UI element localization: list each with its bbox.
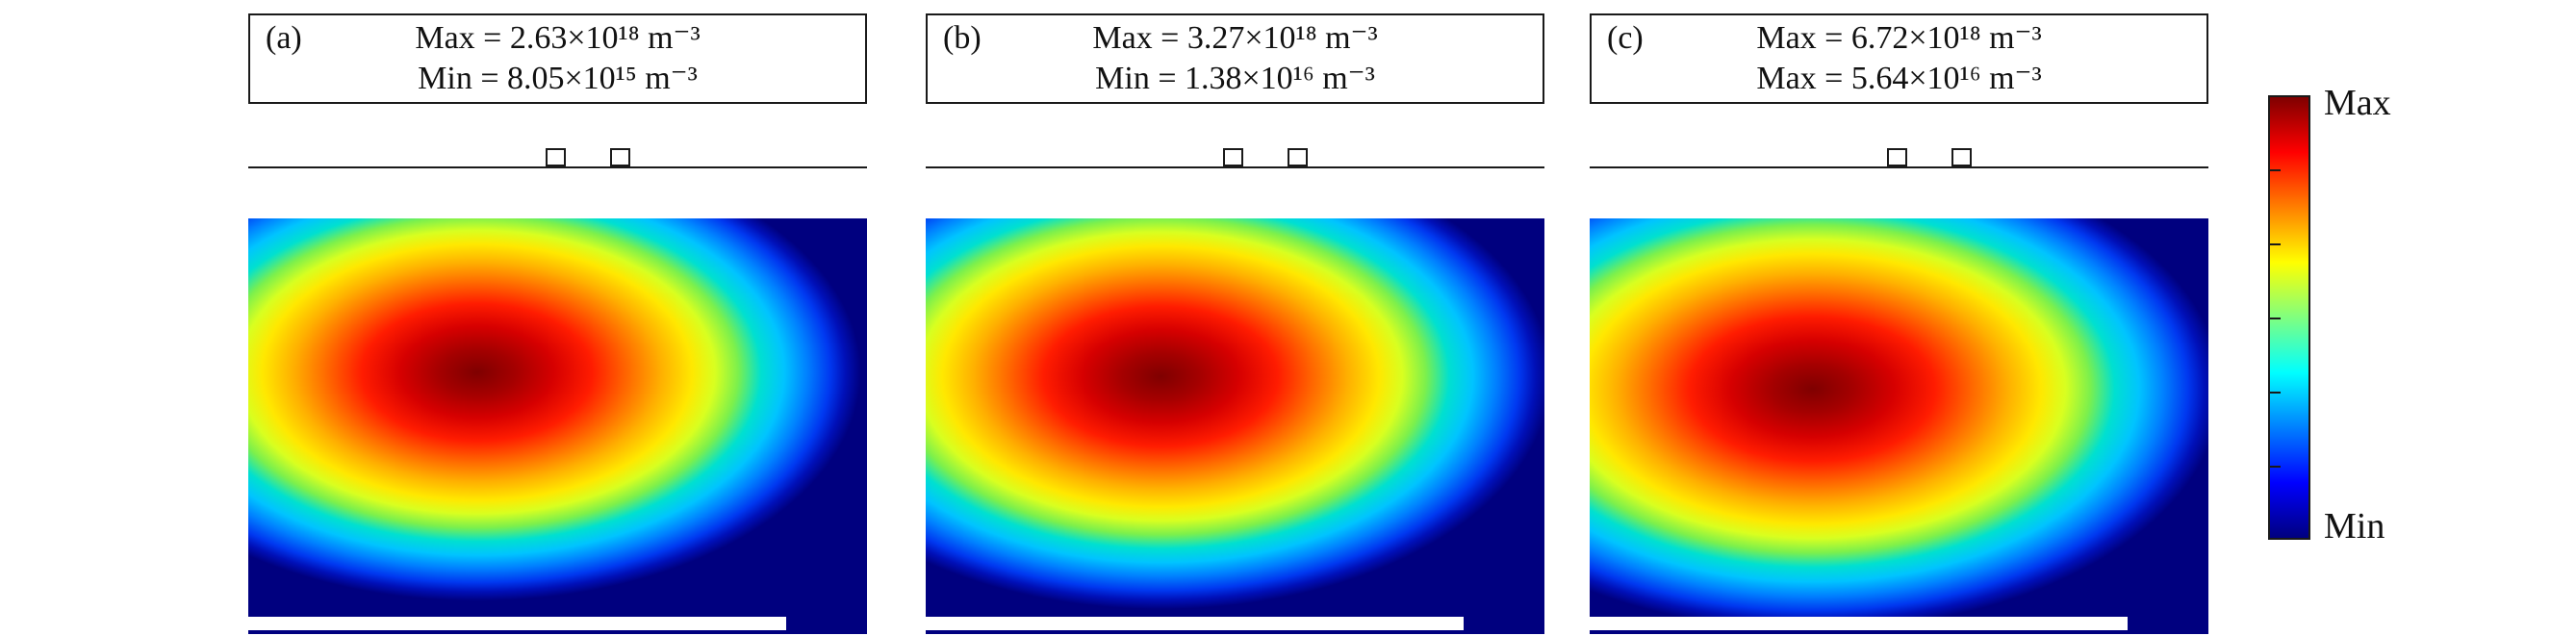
- panel-b-min-line: Min = 1.38×10¹⁶ m⁻³: [1095, 61, 1375, 96]
- colorbar-tick: [2270, 392, 2281, 394]
- panel-c-density-heatmap: [1590, 218, 2208, 634]
- panel-c-min-line: Max = 5.64×10¹⁶ m⁻³: [1756, 61, 2042, 96]
- panel-b-max-line: Max = 3.27×10¹⁸ m⁻³: [1092, 20, 1378, 56]
- panel-a-electrode-1: [545, 148, 566, 166]
- panel-a-max-line: Max = 2.63×10¹⁸ m⁻³: [415, 20, 701, 56]
- colorbar-gradient: [2268, 95, 2310, 540]
- colorbar: Max Min: [2268, 84, 2461, 546]
- panel-c-substrate-bar: [1590, 617, 2129, 630]
- colorbar-max-label: Max: [2324, 83, 2391, 123]
- panel-b-spacer: [926, 168, 1544, 218]
- panel-c-electrode-1: [1886, 148, 1907, 166]
- panel-a-substrate-bar: [248, 617, 787, 630]
- panel-c-electrode-2: [1951, 148, 1973, 166]
- panel-c-stats-box: (c) Max = 6.72×10¹⁸ m⁻³ Max = 5.64×10¹⁶ …: [1590, 13, 2208, 104]
- panel-a: (a) Max = 2.63×10¹⁸ m⁻³ Min = 8.05×10¹⁵ …: [248, 13, 867, 634]
- panel-b-substrate-bar: [926, 617, 1465, 630]
- panel-b-wall-line: [926, 104, 1544, 168]
- colorbar-tick: [2270, 243, 2281, 245]
- colorbar-tick: [2270, 466, 2281, 468]
- colorbar-tick: [2270, 169, 2281, 171]
- panel-c-wall-line: [1590, 104, 2208, 168]
- panel-a-min-line: Min = 8.05×10¹⁵ m⁻³: [418, 61, 698, 96]
- panel-a-electrode-2: [610, 148, 631, 166]
- panel-a-wall-line: [248, 104, 867, 168]
- panel-a-density-heatmap: [248, 218, 867, 634]
- panel-b-stats-box: (b) Max = 3.27×10¹⁸ m⁻³ Min = 1.38×10¹⁶ …: [926, 13, 1544, 104]
- panel-b-density-heatmap: [926, 218, 1544, 634]
- panel-c-max-line: Max = 6.72×10¹⁸ m⁻³: [1756, 20, 2042, 56]
- panel-c: (c) Max = 6.72×10¹⁸ m⁻³ Max = 5.64×10¹⁶ …: [1590, 13, 2208, 634]
- panel-a-label: (a): [266, 20, 302, 56]
- panel-b: (b) Max = 3.27×10¹⁸ m⁻³ Min = 1.38×10¹⁶ …: [926, 13, 1544, 634]
- panel-a-stats-box: (a) Max = 2.63×10¹⁸ m⁻³ Min = 8.05×10¹⁵ …: [248, 13, 867, 104]
- panel-b-electrode-2: [1288, 148, 1309, 166]
- colorbar-min-label: Min: [2324, 506, 2385, 547]
- panel-b-label: (b): [943, 20, 982, 56]
- panel-a-spacer: [248, 168, 867, 218]
- panel-c-label: (c): [1607, 20, 1644, 56]
- panel-c-spacer: [1590, 168, 2208, 218]
- colorbar-tick: [2270, 318, 2281, 319]
- panel-b-electrode-1: [1222, 148, 1243, 166]
